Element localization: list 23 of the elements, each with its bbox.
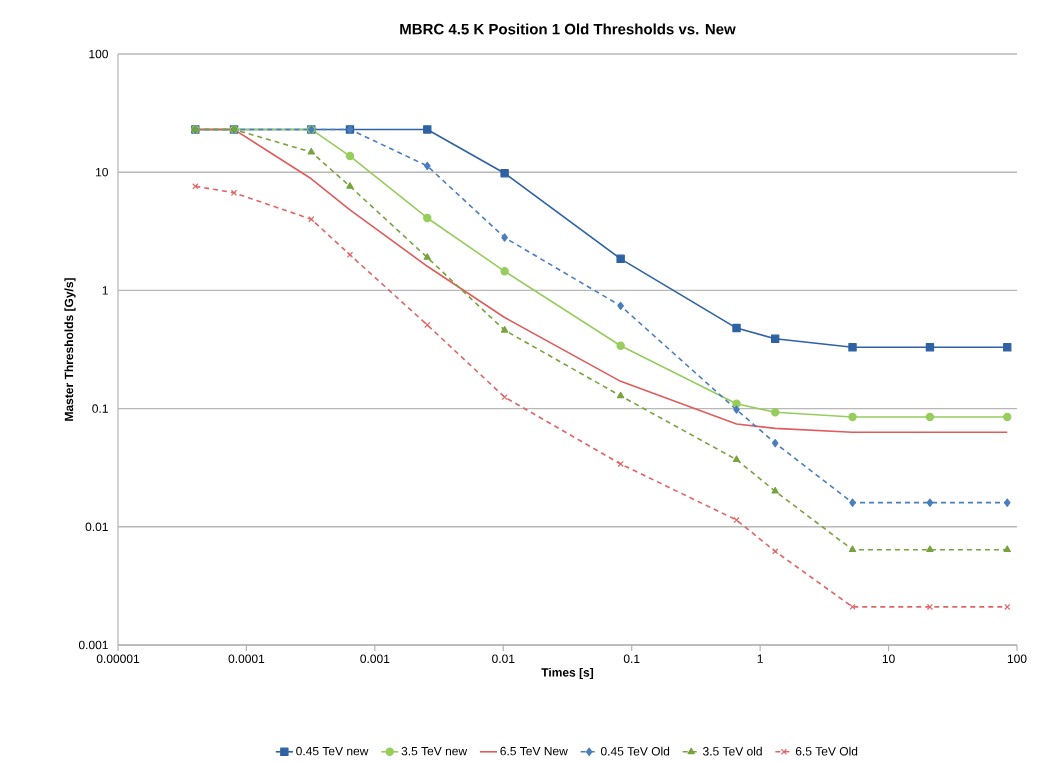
legend-label: 0.45 TeV new [296,746,369,756]
x-axis-title: Times [s] [541,667,594,680]
legend-label: 6.5 TeV New [500,746,568,756]
x-tick-label: 10 [882,654,895,664]
y-axis-title: Master Thresholds [Gy/s] [64,278,76,421]
legend-label: 3.5 TeV new [401,746,468,756]
y-tick-label: 0.1 [92,404,108,413]
y-tick-label: 100 [89,49,108,59]
y-tick-label: 0.01 [85,522,108,532]
x-tick-label: 0.001 [360,654,390,664]
legend-label: 3.5 TeV old [703,746,762,756]
x-tick-label: 100 [1007,654,1027,664]
x-tick-label: 0.0001 [228,654,265,664]
x-tick-label: 0.00001 [96,654,140,664]
y-tick-label: 10 [96,167,109,177]
legend-label: 6.5 TeV Old [795,746,858,756]
x-tick-label: 1 [757,654,763,663]
y-tick-label: 1 [102,286,108,295]
legend-label: 0.45 TeV Old [600,746,670,756]
chart-title: MBRC 4.5 K Position 1 Old Thresholds vs. New [400,23,736,35]
x-tick-label: 0.01 [492,654,515,664]
x-tick-label: 0.1 [623,654,640,664]
y-tick-label: 0.001 [78,640,108,650]
